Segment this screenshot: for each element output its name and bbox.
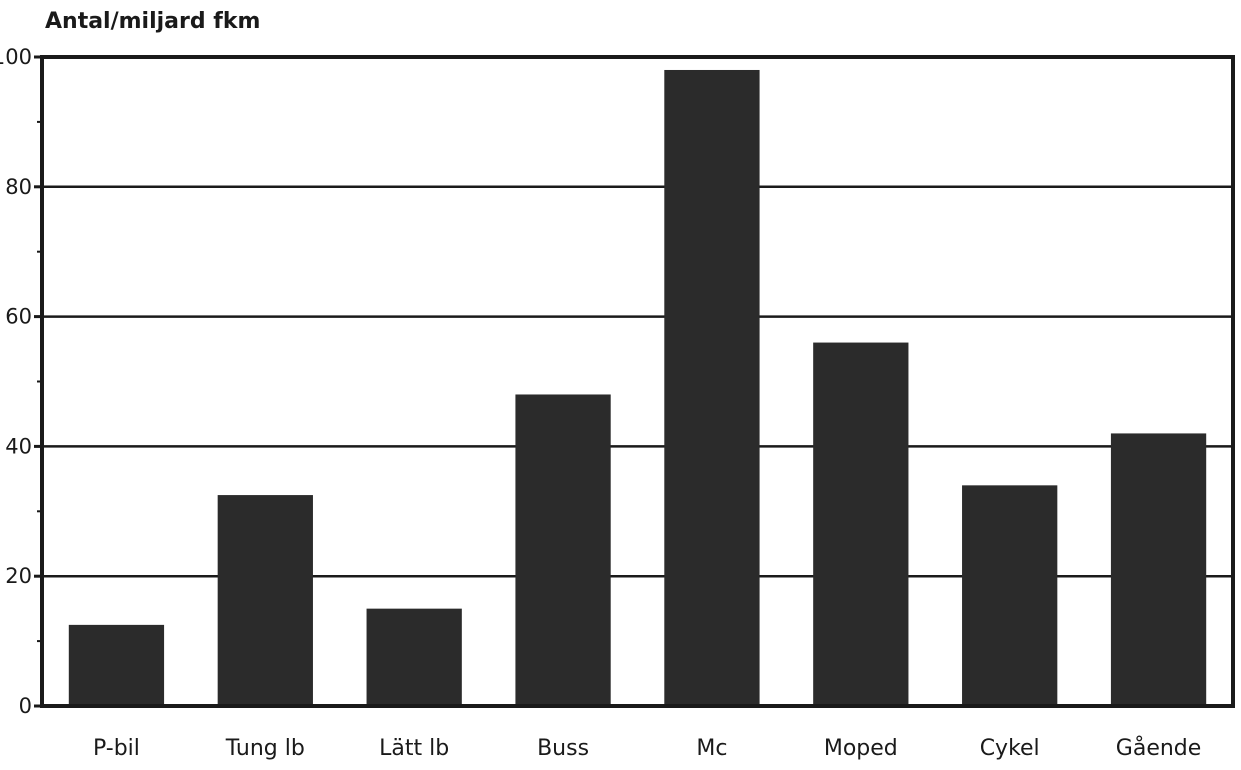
- bar: [664, 69, 760, 707]
- y-tick-label: 100: [0, 45, 32, 69]
- y-tick-label: 80: [5, 175, 32, 199]
- bar: [366, 608, 462, 706]
- bar: [1110, 433, 1207, 706]
- y-tick-label: 20: [5, 564, 32, 588]
- bar: [515, 394, 611, 706]
- y-tick-label: 60: [5, 305, 32, 329]
- bar: [813, 342, 909, 706]
- bars: [68, 69, 1207, 707]
- bar: [217, 495, 313, 706]
- bar: [962, 485, 1058, 706]
- x-tick-label: Lätt lb: [379, 736, 449, 761]
- x-axis-labels: P-bil Tung lb Lätt lb Buss Mc Moped Cykel Gåend…: [93, 735, 1201, 761]
- x-tick-label: Tung lb: [225, 736, 305, 761]
- x-tick-label: Cykel: [980, 736, 1040, 761]
- x-tick-label: P-bil: [93, 736, 140, 761]
- y-axis-ticks: 0 20 40 60 80 100: [0, 45, 42, 718]
- x-tick-label: Moped: [824, 736, 898, 761]
- y-tick-label: 40: [5, 434, 32, 458]
- y-axis-label: Antal/miljard fkm: [45, 9, 260, 34]
- y-tick-label: 0: [19, 694, 32, 718]
- x-tick-label: Buss: [537, 736, 589, 761]
- x-tick-label: Gående: [1116, 735, 1202, 761]
- bar: [68, 624, 165, 706]
- x-tick-label: Mc: [696, 736, 727, 761]
